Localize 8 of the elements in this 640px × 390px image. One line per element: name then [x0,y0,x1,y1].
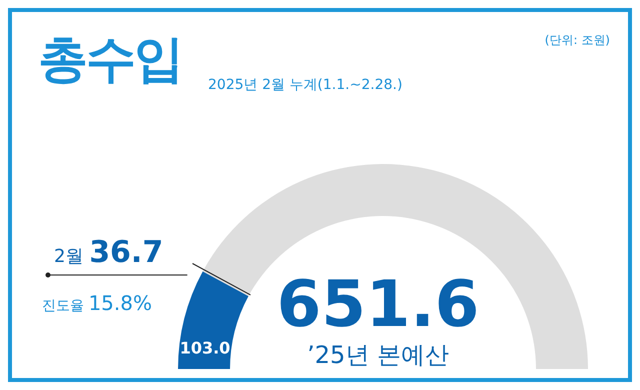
text: (단위: 조원) [544,33,610,48]
chart-subtitle: 2025년 2월 누계(1.1.~2.28.) [208,76,402,94]
data-label: 103.0 [180,338,230,358]
text: 진도율 15.8% [42,291,152,315]
text: 2월 36.7 [54,235,164,270]
text: ’25년 본예산 [307,341,449,369]
text: 651.6 [276,268,480,342]
chart-title: 총수입 [38,29,182,90]
